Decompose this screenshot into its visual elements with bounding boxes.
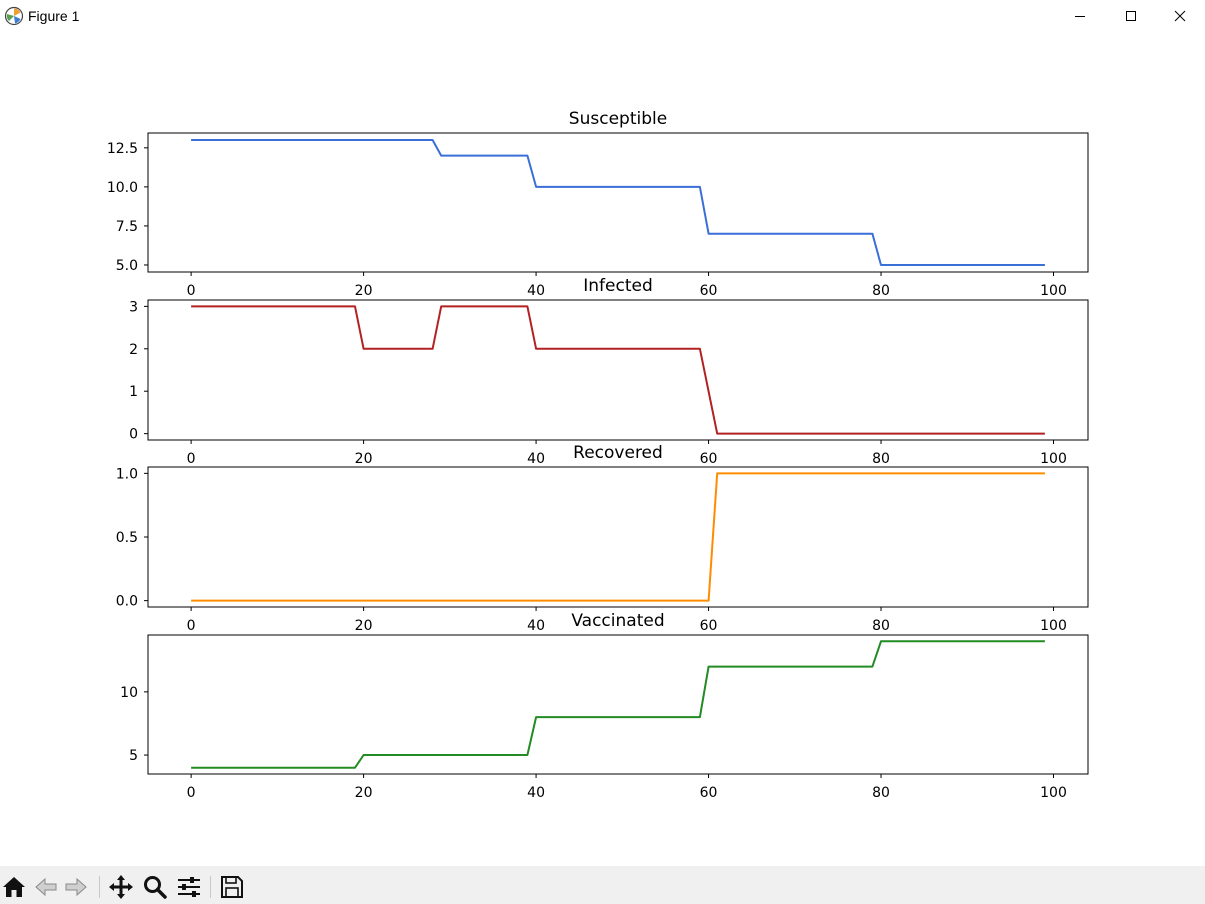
x-tick-label: 0	[187, 283, 196, 299]
y-tick-label: 5.0	[116, 258, 138, 274]
close-icon	[1174, 10, 1186, 22]
pan-button[interactable]	[108, 874, 134, 900]
toolbar-separator	[210, 876, 211, 898]
minimize-icon	[1075, 16, 1085, 17]
matplotlib-icon	[4, 6, 24, 26]
maximize-icon	[1126, 11, 1136, 21]
axes-title-susceptible: Susceptible	[569, 109, 667, 129]
x-tick-label: 20	[355, 451, 373, 467]
window-title: Figure 1	[28, 8, 80, 24]
x-tick-label: 40	[527, 785, 545, 801]
home-button[interactable]	[1, 874, 27, 900]
navigation-toolbar	[0, 866, 1205, 904]
x-tick-label: 40	[527, 451, 545, 467]
toolbar-separator	[99, 876, 100, 898]
series-line-vaccinated	[191, 640, 1045, 769]
configure-subplots-button[interactable]	[176, 874, 202, 900]
axes-frame-susceptible	[147, 132, 1089, 273]
y-tick-label: 0.5	[116, 530, 138, 546]
axes-title-vaccinated: Vaccinated	[571, 611, 664, 631]
x-tick-label: 20	[355, 618, 373, 634]
x-tick-label: 40	[527, 283, 545, 299]
axes-frame-vaccinated	[147, 634, 1089, 775]
forward-arrow-icon	[65, 877, 87, 897]
forward-button[interactable]	[63, 874, 89, 900]
zoom-magnifier-icon	[144, 876, 167, 899]
close-button[interactable]	[1155, 0, 1205, 32]
axes-title-recovered: Recovered	[573, 443, 663, 463]
y-tick-label: 0	[129, 427, 138, 443]
x-tick-label: 80	[872, 283, 890, 299]
y-tick-label: 3	[129, 299, 138, 315]
x-tick-label: 0	[187, 618, 196, 634]
y-tick-label: 7.5	[116, 219, 138, 235]
x-tick-label: 60	[700, 451, 718, 467]
series-line-recovered	[191, 472, 1045, 602]
x-tick-label: 100	[1040, 283, 1067, 299]
axes-frame-recovered	[147, 466, 1089, 608]
series-line-susceptible	[191, 139, 1045, 266]
y-tick-label: 1	[129, 384, 138, 400]
x-tick-label: 60	[700, 785, 718, 801]
home-icon	[3, 877, 25, 897]
x-tick-label: 80	[872, 785, 890, 801]
back-arrow-icon	[35, 877, 57, 897]
axes-frame-infected	[147, 299, 1089, 441]
y-tick-label: 1.0	[116, 466, 138, 482]
y-tick-label: 12.5	[107, 141, 138, 157]
y-tick-label: 2	[129, 342, 138, 358]
x-tick-label: 20	[355, 785, 373, 801]
configure-subplots-icon	[178, 877, 200, 897]
save-floppy-icon	[221, 876, 243, 898]
x-tick-label: 0	[187, 451, 196, 467]
window-titlebar: Figure 1	[0, 0, 1205, 32]
series-line-infected	[191, 305, 1045, 435]
x-tick-label: 100	[1040, 618, 1067, 634]
y-tick-label: 10.0	[107, 180, 138, 196]
x-tick-label: 80	[872, 618, 890, 634]
pan-move-icon	[109, 875, 133, 899]
x-tick-label: 40	[527, 618, 545, 634]
back-button[interactable]	[33, 874, 59, 900]
x-tick-label: 20	[355, 283, 373, 299]
y-tick-label: 10	[120, 685, 138, 701]
x-tick-label: 0	[187, 785, 196, 801]
minimize-button[interactable]	[1055, 0, 1105, 32]
x-tick-label: 80	[872, 451, 890, 467]
x-tick-label: 60	[700, 618, 718, 634]
x-tick-label: 100	[1040, 451, 1067, 467]
axes-title-infected: Infected	[583, 276, 653, 296]
figure-canvas[interactable]: Susceptible 0 20 40 60 80 100 5.0 7.5 10.0 12.5 Inf…	[0, 32, 1205, 866]
y-tick-label: 0.0	[116, 594, 138, 610]
x-tick-label: 100	[1040, 785, 1067, 801]
save-button[interactable]	[219, 874, 245, 900]
zoom-button[interactable]	[142, 874, 168, 900]
y-tick-label: 5	[129, 748, 138, 764]
x-tick-label: 60	[700, 283, 718, 299]
maximize-button[interactable]	[1106, 0, 1156, 32]
